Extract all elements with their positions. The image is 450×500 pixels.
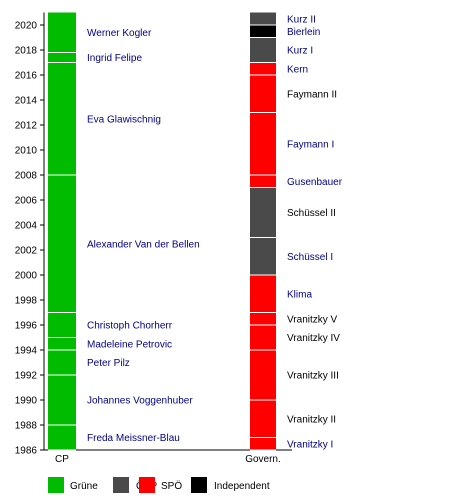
bar-kern (250, 62, 276, 75)
label-kern: Kern (287, 64, 308, 75)
bar-eva-glawischnig (48, 62, 76, 175)
bar-bierlein (250, 25, 276, 38)
bar-labels: Freda Meissner-Blau Johannes Voggenhuber P… (87, 14, 343, 450)
bar-ingrid-felipe (48, 52, 76, 63)
bar-schussel-ii (250, 187, 276, 238)
label-gusenbauer: Gusenbauer (287, 177, 343, 188)
legend-label-grune: Grüne (70, 481, 98, 492)
label-faymann-ii: Faymann II (287, 89, 337, 100)
legend-label-spo: SPÖ (161, 480, 182, 492)
legend-label-independent: Independent (214, 481, 270, 492)
bar-kurz-ii (250, 12, 276, 25)
y-tick-label: 2000 (15, 271, 38, 282)
label-ingrid-felipe: Ingrid Felipe (87, 53, 142, 64)
column-label-govern: Govern. (245, 454, 281, 465)
label-vranitzky-v: Vranitzky V (287, 314, 338, 325)
governments-column (250, 12, 276, 451)
label-faymann-i: Faymann I (287, 139, 334, 150)
label-vranitzky-ii: Vranitzky II (287, 414, 336, 425)
y-tick-label: 2010 (15, 146, 38, 157)
label-peter-pilz: Peter Pilz (87, 358, 130, 369)
y-tick-label: 2012 (15, 121, 38, 132)
bar-vranitzky-iv (250, 325, 276, 350)
y-tick-label: 2002 (15, 246, 38, 257)
legend-swatch-ovp (113, 477, 129, 493)
bar-alexander-van-der-bellen (48, 175, 76, 313)
y-tick-label: 2006 (15, 196, 38, 207)
bar-faymann-ii (250, 75, 276, 113)
label-kurz-i: Kurz I (287, 46, 313, 57)
bar-vranitzky-ii (250, 400, 276, 438)
y-tick-label: 1994 (15, 346, 38, 357)
label-johannes-voggenhuber: Johannes Voggenhuber (87, 396, 193, 407)
column-labels: CP Govern. (55, 454, 281, 465)
label-bierlein: Bierlein (287, 27, 320, 38)
label-schussel-ii: Schüssel II (287, 208, 336, 219)
y-tick-label: 1998 (15, 296, 38, 307)
y-tick-label: 1996 (15, 321, 38, 332)
y-tick-label: 1992 (15, 371, 38, 382)
label-alexander-van-der-bellen: Alexander Van der Bellen (87, 239, 200, 250)
bar-johannes-voggenhuber (48, 375, 76, 425)
bar-klima (250, 275, 276, 313)
column-label-cp: CP (55, 454, 69, 465)
bar-gusenbauer (250, 175, 276, 188)
y-tick-label: 2008 (15, 171, 38, 182)
y-tick-label: 2004 (15, 221, 38, 232)
bar-schussel-i (250, 237, 276, 275)
legend: GrüneÖVPSPÖIndependent (48, 477, 270, 493)
bar-kurz-i (250, 37, 276, 63)
y-tick-label: 2018 (15, 46, 38, 57)
y-tick-label: 2020 (15, 21, 38, 32)
bar-faymann-i (250, 112, 276, 175)
bar-madeleine-petrovic (48, 337, 76, 350)
bar-freda-meissner-blau (48, 425, 76, 450)
label-kurz-ii: Kurz II (287, 14, 316, 25)
label-vranitzky-iv: Vranitzky IV (287, 333, 340, 344)
label-madeleine-petrovic: Madeleine Petrovic (87, 339, 172, 350)
bar-peter-pilz (48, 350, 76, 375)
label-freda-meissner-blau: Freda Meissner-Blau (87, 433, 180, 444)
label-schussel-i: Schüssel I (287, 252, 333, 263)
legend-swatch-independent (191, 477, 207, 493)
label-eva-glawischnig: Eva Glawischnig (87, 114, 161, 125)
label-christoph-chorherr: Christoph Chorherr (87, 321, 173, 332)
bar-werner-kogler (48, 12, 76, 53)
label-vranitzky-i: Vranitzky I (287, 439, 333, 450)
label-vranitzky-iii: Vranitzky III (287, 371, 339, 382)
y-axis: 1986 1988 1990 1992 1994 1996 1998 2000 2002 2004… (15, 12, 292, 457)
label-klima: Klima (287, 289, 312, 300)
label-werner-kogler: Werner Kogler (87, 28, 152, 39)
legend-swatch-grune (48, 477, 64, 493)
y-tick-label: 2016 (15, 71, 38, 82)
y-tick-label: 2014 (15, 96, 38, 107)
bar-vranitzky-iii (250, 350, 276, 400)
bar-vranitzky-v (250, 312, 276, 325)
y-tick-label: 1988 (15, 421, 38, 432)
bar-christoph-chorherr (48, 312, 76, 338)
y-tick-label: 1990 (15, 396, 38, 407)
leaders-column (48, 12, 76, 451)
bar-vranitzky-i (250, 437, 276, 450)
y-tick-label: 1986 (15, 446, 38, 457)
legend-swatch-spo (139, 477, 155, 493)
